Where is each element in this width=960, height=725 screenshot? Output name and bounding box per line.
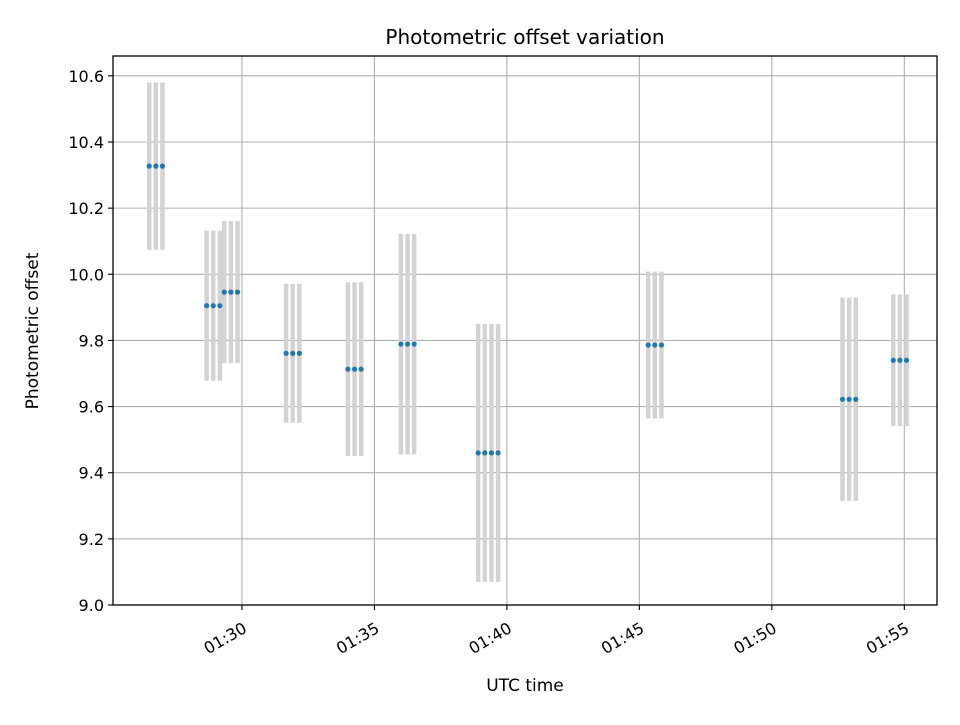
data-point — [358, 366, 364, 372]
data-point — [475, 450, 481, 456]
data-point — [283, 350, 289, 356]
data-point — [210, 303, 216, 309]
chart-title: Photometric offset variation — [385, 25, 664, 49]
point-layer — [146, 163, 910, 456]
data-point — [146, 163, 152, 169]
data-point — [853, 396, 859, 402]
data-point — [290, 350, 296, 356]
y-tick-label: 9.8 — [79, 331, 104, 350]
errorbar-layer — [146, 82, 909, 582]
data-point — [488, 450, 495, 456]
x-axis-label: UTC time — [486, 676, 564, 696]
x-tick-label: 01:50 — [730, 618, 779, 658]
x-tick-label: 01:45 — [598, 618, 647, 658]
data-point — [345, 366, 351, 372]
data-point — [221, 289, 227, 295]
data-point — [890, 357, 896, 363]
y-axis-label: Photometric offset — [23, 252, 43, 409]
data-point — [296, 350, 302, 356]
y-tick-label: 10.2 — [68, 199, 104, 218]
x-tick-label: 01:40 — [465, 618, 514, 658]
data-point — [351, 366, 358, 372]
data-point — [652, 342, 658, 348]
data-point — [495, 450, 501, 456]
data-point — [846, 396, 852, 402]
data-point — [645, 342, 651, 348]
y-tick-label: 9.6 — [79, 398, 104, 417]
data-point — [482, 450, 488, 456]
data-point — [839, 396, 846, 402]
data-point — [658, 342, 665, 348]
x-tick-label: 01:55 — [863, 618, 912, 658]
y-tick-label: 10.0 — [68, 265, 104, 284]
data-point — [411, 341, 417, 347]
data-point — [234, 289, 241, 295]
y-tick-label: 9.2 — [79, 530, 104, 549]
data-point — [153, 163, 159, 169]
data-point — [897, 357, 903, 363]
data-point — [398, 341, 404, 347]
grid-layer — [113, 56, 937, 606]
y-tick-label: 10.6 — [68, 67, 104, 86]
data-point — [228, 289, 234, 295]
data-point — [204, 303, 210, 309]
x-tick-label: 01:35 — [333, 618, 382, 658]
plot-frame — [112, 55, 938, 606]
data-point — [217, 303, 223, 309]
y-tick-label: 10.4 — [68, 133, 104, 152]
data-point — [404, 341, 411, 347]
y-tick-label: 9.0 — [79, 596, 104, 615]
y-tick-label: 9.4 — [79, 464, 104, 483]
data-point — [903, 357, 910, 363]
data-point — [159, 163, 166, 169]
x-tick-label: 01:30 — [201, 618, 250, 658]
